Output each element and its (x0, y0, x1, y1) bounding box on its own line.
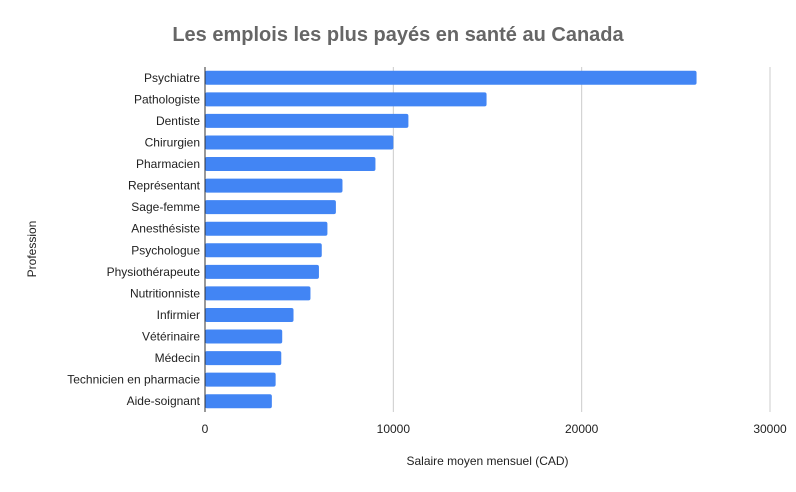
bar (205, 351, 282, 366)
bars (205, 70, 697, 409)
category-label: Psychologue (131, 243, 200, 257)
category-labels: Psychiatre Pathologiste Dentiste Chirurgien… (67, 71, 200, 408)
bar (205, 200, 336, 215)
category-label: Aide-soignant (127, 394, 201, 408)
category-label: Physiothérapeute (107, 265, 201, 279)
bar (205, 264, 319, 279)
category-label: Nutritionniste (130, 286, 200, 300)
bar (205, 135, 394, 150)
category-label: Dentiste (156, 114, 200, 128)
bar (205, 329, 283, 344)
x-axis-label: Salaire moyen mensuel (CAD) (406, 454, 569, 468)
category-label: Sage-femme (131, 200, 200, 214)
bar (205, 286, 311, 301)
chart-title: Les emplois les plus payés en santé au C… (172, 24, 624, 46)
category-label: Pathologiste (134, 92, 200, 106)
bar (205, 178, 343, 193)
bar (205, 70, 697, 85)
tick-labels: 0 10000 20000 30000 (202, 422, 787, 436)
bar (205, 221, 328, 236)
bar (205, 372, 276, 387)
category-label: Psychiatre (144, 71, 200, 85)
x-tick-label: 10000 (377, 422, 411, 436)
category-label: Technicien en pharmacie (67, 373, 200, 387)
x-tick-label: 0 (202, 422, 209, 436)
bar (205, 113, 409, 128)
category-label: Vétérinaire (142, 330, 200, 344)
gridlines (392, 67, 771, 412)
bar (205, 92, 487, 107)
bar (205, 243, 322, 258)
category-label: Pharmacien (136, 157, 200, 171)
bar (205, 307, 294, 322)
category-label: Chirurgien (145, 135, 200, 149)
category-label: Anesthésiste (131, 222, 200, 236)
bar (205, 394, 272, 409)
category-label: Médecin (155, 351, 200, 365)
category-label: Infirmier (157, 308, 200, 322)
category-label: Représentant (128, 179, 201, 193)
x-tick-label: 20000 (565, 422, 599, 436)
x-tick-label: 30000 (753, 422, 787, 436)
bar (205, 157, 376, 172)
